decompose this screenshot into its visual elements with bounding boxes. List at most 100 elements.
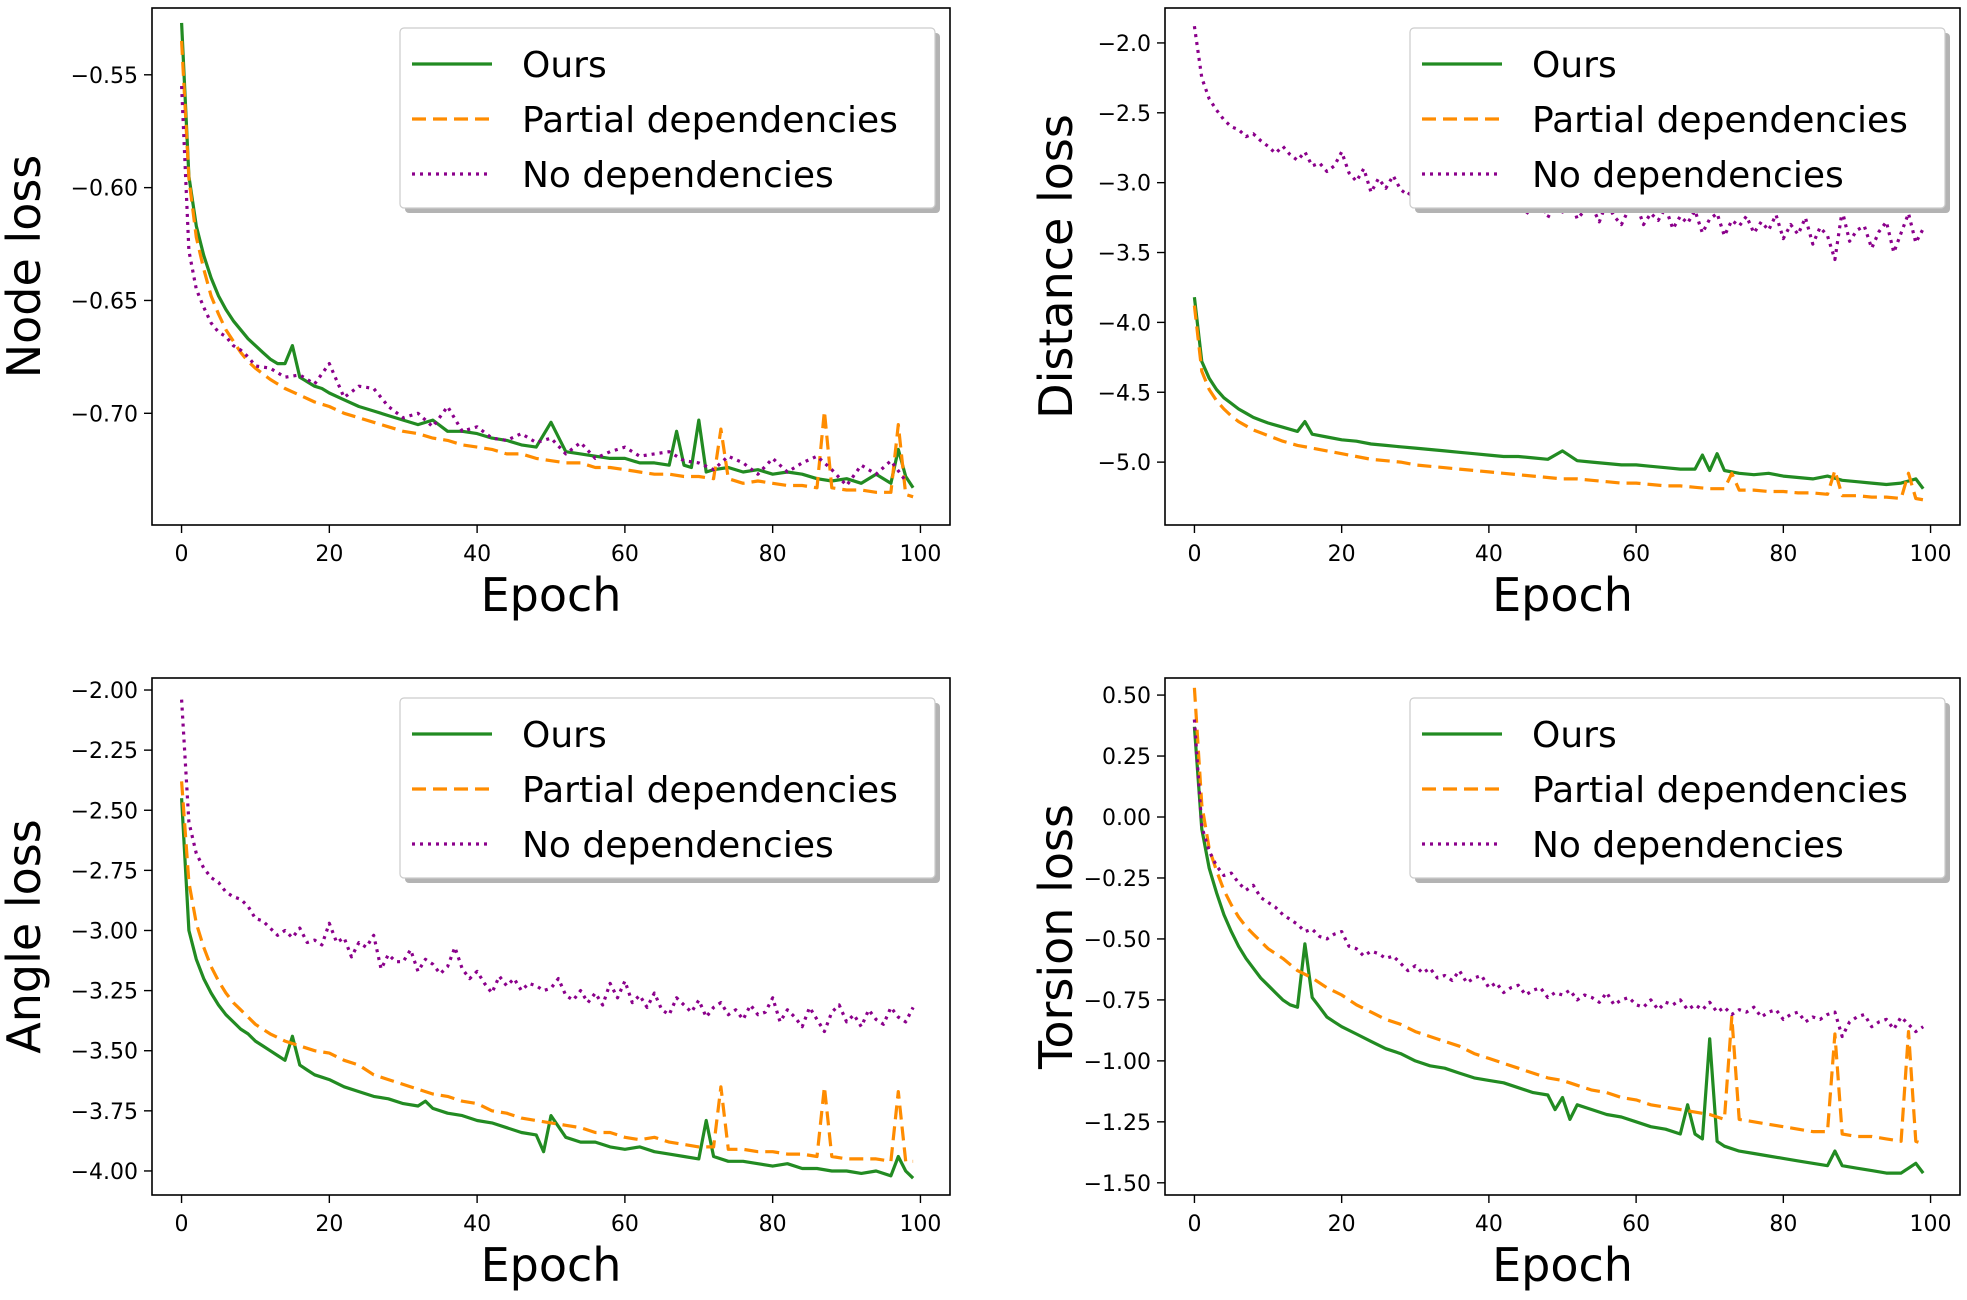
legend-label: Ours (1532, 45, 1617, 86)
series-line-partial-dependencies (1192, 305, 1924, 502)
x-tick-label: 100 (1910, 542, 1952, 567)
x-tick-label: 0 (1187, 542, 1201, 567)
legend-label: Ours (522, 715, 607, 756)
legend-label: Partial dependencies (1532, 770, 1908, 811)
legend-label: Partial dependencies (522, 770, 898, 811)
y-tick-label: −4.5 (1098, 381, 1151, 406)
y-tick-label: −0.55 (71, 64, 138, 89)
y-tick-label: −0.65 (71, 289, 138, 314)
series-line-partial-dependencies (1192, 687, 1924, 1146)
x-tick-label: 0 (175, 1212, 189, 1237)
series-line-ours (180, 22, 915, 489)
y-tick-label: −2.75 (71, 859, 138, 884)
axes-frame (1164, 677, 1961, 1196)
x-axis-label: Epoch (1492, 568, 1633, 622)
legend-label: Partial dependencies (522, 100, 898, 141)
y-tick-label: −2.25 (71, 739, 138, 764)
legend-label: No dependencies (522, 155, 834, 196)
x-tick-label: 60 (611, 1212, 639, 1237)
x-tick-label: 60 (611, 542, 639, 567)
x-tick-label: 20 (315, 542, 343, 567)
y-axis-label: Angle loss (0, 819, 51, 1053)
y-tick-label: −1.00 (1084, 1050, 1151, 1075)
x-tick-label: 40 (1475, 1212, 1503, 1237)
legend-box (399, 27, 936, 209)
y-tick-label: −5.0 (1098, 451, 1151, 476)
y-tick-label: −3.0 (1098, 172, 1151, 197)
x-tick-label: 80 (759, 1212, 787, 1237)
y-axis-label: Distance loss (1029, 114, 1083, 419)
legend: Ours Partial dependencies No dependencies (399, 27, 940, 213)
x-tick-label: 100 (899, 542, 941, 567)
axes-frame (151, 677, 951, 1196)
chart-panel-node: 0 20 40 60 80 100 −0.55 −0.60 −0.65 −0.70 Epoch Nod… (0, 7, 951, 622)
x-axis-label: Epoch (481, 1238, 622, 1292)
series-line-ours (1192, 297, 1925, 490)
y-tick-label: −0.75 (1084, 989, 1151, 1014)
legend-label: No dependencies (1532, 155, 1844, 196)
legend-box (399, 697, 936, 879)
axes-frame (151, 7, 951, 526)
x-tick-label: 80 (759, 542, 787, 567)
series-line-no-dependencies (1192, 719, 1925, 1039)
x-tick-label: 40 (1475, 542, 1503, 567)
axes-frame (1164, 7, 1961, 526)
x-axis-label: Epoch (1492, 1238, 1633, 1292)
series-line-no-dependencies (180, 699, 915, 1034)
series-line-partial-dependencies (180, 781, 914, 1163)
x-tick-label: 100 (1910, 1212, 1952, 1237)
x-axis-label: Epoch (481, 568, 622, 622)
y-tick-label: −2.00 (71, 679, 138, 704)
y-axis-label: Torsion loss (1029, 804, 1083, 1070)
chart-panel-angle: 0 20 40 60 80 100 −2.00 −2.25 −2.50 −2.75 −3.00 −3.… (0, 677, 951, 1292)
y-tick-label: −1.50 (1084, 1172, 1151, 1197)
y-tick-label: 0.00 (1102, 806, 1151, 831)
y-tick-label: −0.60 (71, 177, 138, 202)
legend-label: No dependencies (1532, 825, 1844, 866)
x-tick-label: 0 (175, 542, 189, 567)
y-tick-label: −4.00 (71, 1160, 138, 1185)
y-tick-label: −2.0 (1098, 32, 1151, 57)
y-tick-label: −2.5 (1098, 102, 1151, 127)
x-tick-label: 60 (1622, 1212, 1650, 1237)
legend-label: Partial dependencies (1532, 100, 1908, 141)
y-tick-label: −2.50 (71, 799, 138, 824)
y-tick-label: −1.25 (1084, 1111, 1151, 1136)
y-axis-label: Node loss (0, 155, 51, 379)
x-tick-label: 80 (1769, 1212, 1797, 1237)
x-tick-label: 20 (1328, 1212, 1356, 1237)
y-tick-label: 0.50 (1102, 684, 1151, 709)
series-line-ours (1192, 726, 1925, 1175)
y-tick-label: 0.25 (1102, 745, 1151, 770)
chart-panel-torsion: 0 20 40 60 80 100 0.50 0.25 0.00 −0.25 −0.50 −0.75 −… (1029, 677, 1961, 1292)
x-tick-label: 60 (1622, 542, 1650, 567)
x-tick-label: 100 (899, 1212, 941, 1237)
legend-label: Ours (522, 45, 607, 86)
y-tick-label: −3.25 (71, 980, 138, 1005)
legend-box (1409, 697, 1946, 879)
x-tick-label: 20 (315, 1212, 343, 1237)
x-tick-label: 20 (1328, 542, 1356, 567)
x-tick-label: 80 (1769, 542, 1797, 567)
legend-box (1409, 27, 1946, 209)
x-tick-label: 40 (463, 542, 491, 567)
chart-panel-distance: 0 20 40 60 80 100 −2.0 −2.5 −3.0 −3.5 −4.0 −4.5 −5.0… (1029, 7, 1961, 622)
legend: Ours Partial dependencies No dependencies (1409, 27, 1950, 213)
y-tick-label: −0.25 (1084, 867, 1151, 892)
y-tick-label: −4.0 (1098, 311, 1151, 336)
series-line-ours (180, 798, 915, 1180)
legend-label: Ours (1532, 715, 1617, 756)
series-line-partial-dependencies (180, 40, 914, 499)
y-tick-label: −3.5 (1098, 242, 1151, 267)
legend-label: No dependencies (522, 825, 834, 866)
y-tick-label: −3.50 (71, 1040, 138, 1065)
y-tick-label: −0.50 (1084, 928, 1151, 953)
y-tick-label: −0.70 (71, 402, 138, 427)
x-tick-label: 40 (463, 1212, 491, 1237)
x-tick-label: 0 (1187, 1212, 1201, 1237)
y-tick-label: −3.75 (71, 1100, 138, 1125)
legend: Ours Partial dependencies No dependencies (399, 697, 940, 883)
y-tick-label: −3.00 (71, 919, 138, 944)
legend: Ours Partial dependencies No dependencies (1409, 697, 1950, 883)
